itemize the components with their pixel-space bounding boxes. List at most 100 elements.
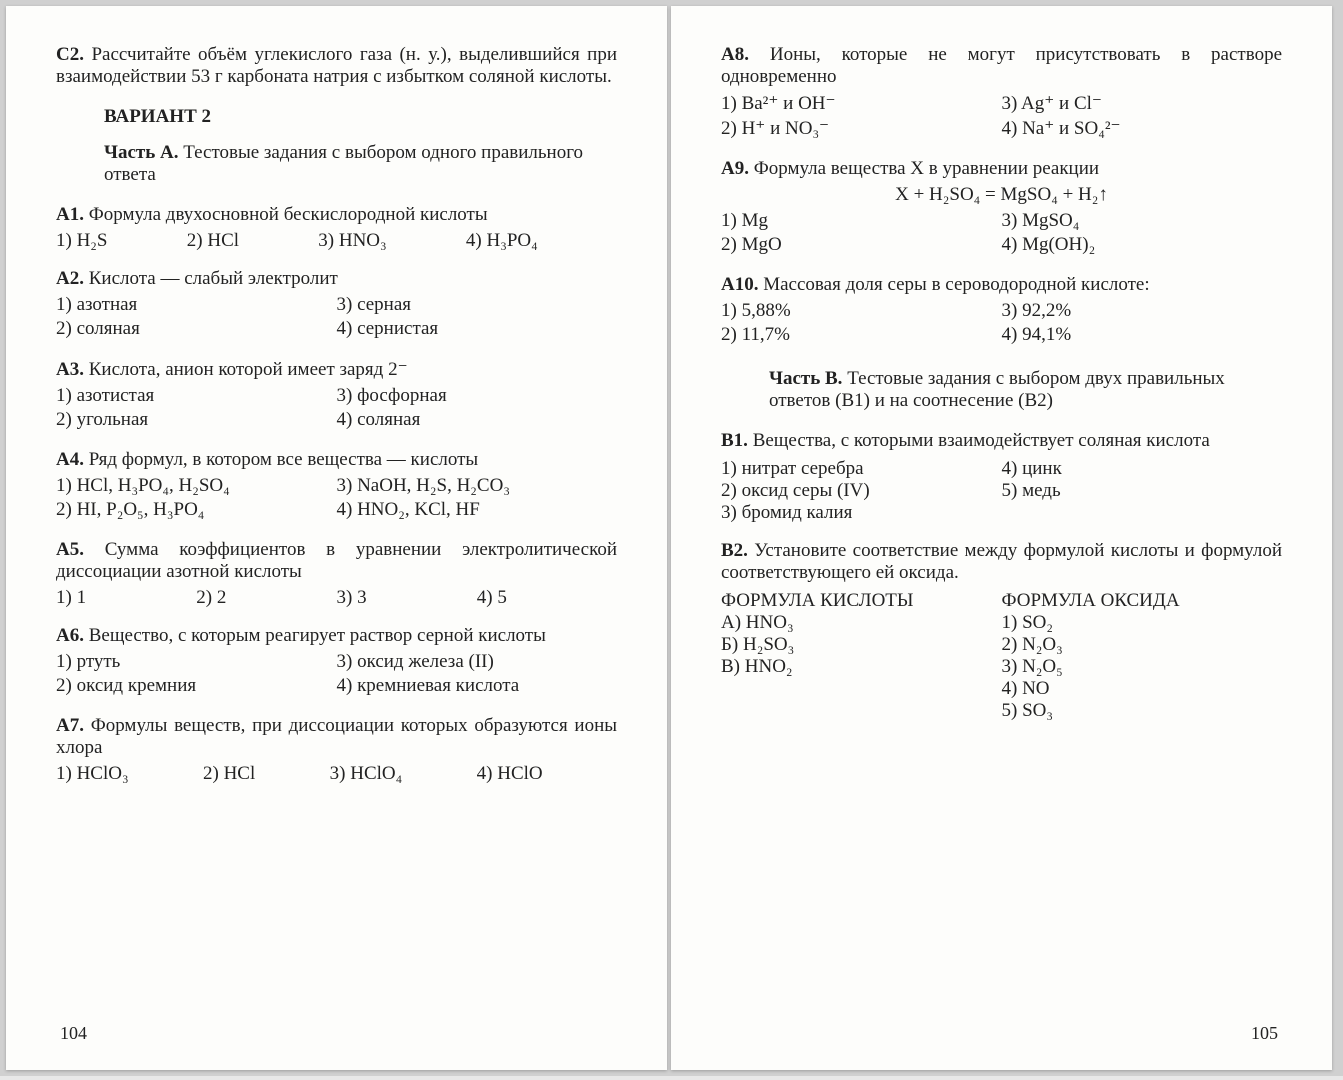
question-a5: А5. Сумма коэффициентов в уравнении элек… bbox=[56, 539, 617, 609]
question-a3: А3. Кислота, анион которой имеет заряд 2… bbox=[56, 358, 617, 433]
option: 2) 11,7% bbox=[721, 324, 1002, 346]
question-b1: В1. Вещества, с которыми взаимодействует… bbox=[721, 430, 1282, 524]
option: 4) 94,1% bbox=[1002, 324, 1283, 346]
option: 2) HCl bbox=[187, 230, 319, 252]
option: 2) оксид кремния bbox=[56, 675, 337, 697]
option: 4) 5 bbox=[477, 587, 617, 609]
options-row: 1) HClO₃ 2) HCl 3) HClO₄ 4) HClO bbox=[56, 763, 617, 785]
part-b-heading: Часть В. Тестовые задания с выбором двух… bbox=[769, 368, 1282, 412]
option: 1) ртуть bbox=[56, 651, 337, 673]
option: 1) азотная bbox=[56, 294, 337, 316]
options-grid: 1) HCl, H₃PO₄, H₂SO₄ 3) NaOH, H₂S, H₂CO₃… bbox=[56, 475, 617, 523]
q-label: А2. bbox=[56, 268, 84, 289]
options-grid: 1) ртуть 3) оксид железа (II) 2) оксид к… bbox=[56, 651, 617, 699]
q-text: Формулы веществ, при диссоциации которых… bbox=[56, 715, 617, 758]
q-label: С2. bbox=[56, 44, 84, 65]
options-grid: 1) азотная 3) серная 2) соляная 4) серни… bbox=[56, 294, 617, 342]
q-text: Рассчитайте объём углекислого газа (н. у… bbox=[56, 44, 617, 87]
option: 1) нитрат серебра bbox=[721, 458, 1002, 480]
option: 3) Ag⁺ и Cl⁻ bbox=[1002, 92, 1283, 115]
q-label: А6. bbox=[56, 625, 84, 646]
match-col-left: ФОРМУЛА КИСЛОТЫ А) HNO₃ Б) H₂SO₃ В) HNO₂ bbox=[721, 590, 1002, 722]
option: 3) серная bbox=[337, 294, 618, 316]
part-b-bold: Часть В. bbox=[769, 368, 842, 389]
q-label: А4. bbox=[56, 449, 84, 470]
option: 4) Na⁺ и SO₄²⁻ bbox=[1002, 117, 1283, 140]
match-item: 4) NO bbox=[1002, 678, 1283, 700]
option: 2) оксид серы (IV) bbox=[721, 480, 1002, 502]
options-two-col: 1) нитрат серебра 2) оксид серы (IV) 3) … bbox=[721, 458, 1282, 524]
option: 4) Mg(OH)₂ bbox=[1002, 234, 1283, 256]
match-item: А) HNO₃ bbox=[721, 612, 1002, 634]
question-a10: А10. Массовая доля серы в сероводородной… bbox=[721, 274, 1282, 348]
page-right: А8. Ионы, которые не могут присутствоват… bbox=[671, 6, 1332, 1070]
match-columns: ФОРМУЛА КИСЛОТЫ А) HNO₃ Б) H₂SO₃ В) HNO₂… bbox=[721, 590, 1282, 722]
option: 3) NaOH, H₂S, H₂CO₃ bbox=[337, 475, 618, 497]
equation: X + H₂SO₄ = MgSO₄ + H₂↑ bbox=[721, 184, 1282, 206]
option: 1) 1 bbox=[56, 587, 196, 609]
q-label: В2. bbox=[721, 540, 748, 561]
option: 2) 2 bbox=[196, 587, 336, 609]
option: 3) оксид железа (II) bbox=[337, 651, 618, 673]
q-label: А9. bbox=[721, 158, 749, 179]
option: 2) угольная bbox=[56, 409, 337, 431]
match-item: В) HNO₂ bbox=[721, 656, 1002, 678]
q-label: А5. bbox=[56, 539, 84, 560]
question-c2: С2. Рассчитайте объём углекислого газа (… bbox=[56, 44, 617, 88]
q-text: Вещество, с которым реагирует раствор се… bbox=[89, 625, 546, 646]
option: 3) MgSO₄ bbox=[1002, 210, 1283, 232]
option: 1) азотистая bbox=[56, 385, 337, 407]
question-a9: А9. Формула вещества Х в уравнении реакц… bbox=[721, 158, 1282, 258]
page-spread: С2. Рассчитайте объём углекислого газа (… bbox=[0, 0, 1343, 1076]
option: 3) 3 bbox=[337, 587, 477, 609]
option: 2) HCl bbox=[203, 763, 330, 785]
options-grid: 1) Ba²⁺ и OH⁻ 3) Ag⁺ и Cl⁻ 2) H⁺ и NO₃⁻ … bbox=[721, 92, 1282, 142]
question-a2: А2. Кислота — слабый электролит 1) азотн… bbox=[56, 268, 617, 342]
option: 3) HClO₄ bbox=[330, 763, 477, 785]
q-text: Формула вещества Х в уравнении реакции bbox=[754, 158, 1099, 179]
q-text: Массовая доля серы в сероводородной кисл… bbox=[763, 274, 1149, 295]
option: 4) цинк bbox=[1002, 458, 1283, 480]
col-header: ФОРМУЛА КИСЛОТЫ bbox=[721, 590, 1002, 612]
match-item: Б) H₂SO₃ bbox=[721, 634, 1002, 656]
option: 4) кремниевая кислота bbox=[337, 675, 618, 697]
q-label: В1. bbox=[721, 430, 748, 451]
question-a6: А6. Вещество, с которым реагирует раство… bbox=[56, 625, 617, 699]
options-col-left: 1) нитрат серебра 2) оксид серы (IV) 3) … bbox=[721, 458, 1002, 524]
q-text: Формула двухосновной бескислородной кисл… bbox=[89, 204, 488, 225]
option: 1) Ba²⁺ и OH⁻ bbox=[721, 92, 1002, 115]
col-header: ФОРМУЛА ОКСИДА bbox=[1002, 590, 1283, 612]
question-a4: А4. Ряд формул, в котором все вещества —… bbox=[56, 449, 617, 523]
match-item: 1) SO₂ bbox=[1002, 612, 1283, 634]
q-label: А7. bbox=[56, 715, 84, 736]
option: 3) бромид калия bbox=[721, 502, 1002, 524]
options-row: 1) H₂S 2) HCl 3) HNO₃ 4) H₃PO₄ bbox=[56, 230, 617, 252]
options-grid: 1) Mg 3) MgSO₄ 2) MgO 4) Mg(OH)₂ bbox=[721, 210, 1282, 258]
option: 2) соляная bbox=[56, 318, 337, 340]
option: 4) H₃PO₄ bbox=[466, 230, 617, 252]
q-label: А1. bbox=[56, 204, 84, 225]
option: 1) HCl, H₃PO₄, H₂SO₄ bbox=[56, 475, 337, 497]
q-label: А8. bbox=[721, 44, 749, 65]
option: 3) 92,2% bbox=[1002, 300, 1283, 322]
option: 5) медь bbox=[1002, 480, 1283, 502]
options-grid: 1) азотистая 3) фосфорная 2) угольная 4)… bbox=[56, 385, 617, 433]
option: 4) HNO₂, KCl, HF bbox=[337, 499, 618, 521]
q-text: Ряд формул, в котором все вещества — кис… bbox=[89, 449, 478, 470]
option: 4) соляная bbox=[337, 409, 618, 431]
q-label: А10. bbox=[721, 274, 758, 295]
q-text: Кислота — слабый электролит bbox=[89, 268, 338, 289]
match-item: 5) SO₃ bbox=[1002, 700, 1283, 722]
page-number-right: 105 bbox=[1251, 1023, 1278, 1044]
q-text: Сумма коэффициентов в уравнении электрол… bbox=[56, 539, 617, 582]
option: 1) 5,88% bbox=[721, 300, 1002, 322]
option: 1) HClO₃ bbox=[56, 763, 203, 785]
option: 2) MgO bbox=[721, 234, 1002, 256]
question-b2: В2. Установите соответствие между формул… bbox=[721, 540, 1282, 722]
q-text: Вещества, с которыми взаимодействует сол… bbox=[753, 430, 1210, 451]
q-label: А3. bbox=[56, 359, 84, 380]
question-a7: А7. Формулы веществ, при диссоциации кот… bbox=[56, 715, 617, 785]
page-number-left: 104 bbox=[60, 1023, 87, 1044]
part-a-bold: Часть А. bbox=[104, 142, 178, 163]
option: 4) HClO bbox=[477, 763, 617, 785]
